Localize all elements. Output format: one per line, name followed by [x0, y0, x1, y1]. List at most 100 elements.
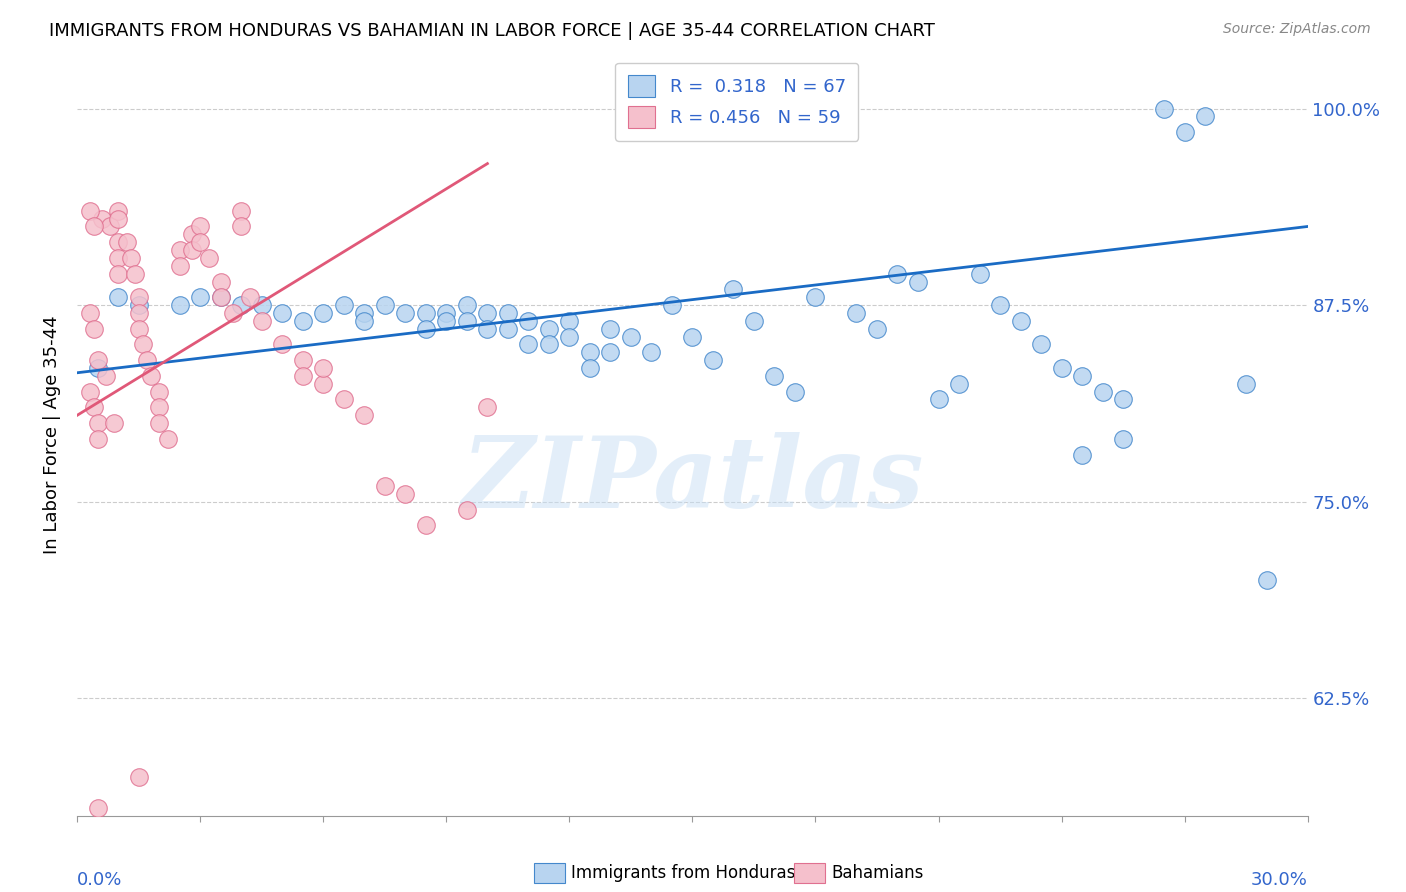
- Point: [517, 314, 540, 328]
- Point: [128, 298, 150, 312]
- Point: [620, 329, 643, 343]
- Point: [886, 267, 908, 281]
- Point: [374, 479, 396, 493]
- Point: [353, 408, 375, 422]
- Point: [537, 322, 560, 336]
- Point: [148, 401, 170, 415]
- Point: [181, 227, 204, 242]
- Point: [477, 322, 499, 336]
- Point: [188, 235, 212, 250]
- Point: [456, 298, 478, 312]
- Point: [188, 219, 212, 234]
- Point: [141, 368, 163, 383]
- Text: 0.0%: 0.0%: [77, 871, 122, 889]
- Point: [517, 337, 540, 351]
- Point: [1256, 574, 1278, 588]
- Point: [1050, 361, 1073, 376]
- Point: [83, 401, 105, 415]
- Point: [107, 251, 129, 265]
- Point: [271, 306, 294, 320]
- Point: [436, 306, 458, 320]
- Text: 30.0%: 30.0%: [1251, 871, 1308, 889]
- Point: [558, 329, 581, 343]
- Point: [169, 298, 191, 312]
- Point: [312, 361, 335, 376]
- Point: [866, 322, 889, 336]
- Point: [456, 314, 478, 328]
- Point: [94, 368, 117, 383]
- Point: [128, 322, 150, 336]
- Point: [98, 219, 121, 234]
- Point: [415, 322, 437, 336]
- Point: [763, 368, 786, 383]
- Point: [239, 290, 262, 304]
- Point: [599, 345, 621, 359]
- Point: [90, 211, 114, 226]
- Text: ZIPatlas: ZIPatlas: [461, 433, 924, 529]
- Point: [948, 376, 970, 391]
- Point: [115, 235, 138, 250]
- Point: [231, 203, 253, 218]
- Point: [291, 368, 314, 383]
- Point: [169, 243, 191, 257]
- Point: [87, 432, 110, 446]
- Point: [415, 306, 437, 320]
- Point: [928, 392, 950, 407]
- Point: [231, 219, 253, 234]
- Text: Source: ZipAtlas.com: Source: ZipAtlas.com: [1223, 22, 1371, 37]
- Point: [197, 251, 219, 265]
- Point: [1194, 110, 1216, 124]
- Text: Bahamians: Bahamians: [831, 864, 924, 882]
- Point: [1029, 337, 1052, 351]
- Point: [1010, 314, 1032, 328]
- Point: [250, 298, 273, 312]
- Point: [969, 267, 991, 281]
- Point: [394, 306, 416, 320]
- Point: [477, 306, 499, 320]
- Point: [128, 290, 150, 304]
- Point: [291, 353, 314, 368]
- Point: [558, 314, 581, 328]
- Point: [661, 298, 683, 312]
- Point: [83, 322, 105, 336]
- Point: [231, 298, 253, 312]
- Point: [783, 384, 806, 399]
- Point: [103, 416, 125, 430]
- Point: [87, 416, 110, 430]
- Point: [132, 337, 155, 351]
- Point: [599, 322, 621, 336]
- Point: [988, 298, 1011, 312]
- Point: [250, 314, 273, 328]
- Point: [702, 353, 724, 368]
- Point: [107, 290, 129, 304]
- Point: [312, 376, 335, 391]
- Point: [907, 275, 929, 289]
- Point: [107, 267, 129, 281]
- Text: IMMIGRANTS FROM HONDURAS VS BAHAMIAN IN LABOR FORCE | AGE 35-44 CORRELATION CHAR: IMMIGRANTS FROM HONDURAS VS BAHAMIAN IN …: [49, 22, 935, 40]
- Legend: R =  0.318   N = 67, R = 0.456   N = 59: R = 0.318 N = 67, R = 0.456 N = 59: [616, 62, 858, 141]
- Point: [353, 306, 375, 320]
- Point: [537, 337, 560, 351]
- Point: [181, 243, 204, 257]
- Point: [1112, 432, 1135, 446]
- Point: [1091, 384, 1114, 399]
- Point: [742, 314, 765, 328]
- Text: Immigrants from Honduras: Immigrants from Honduras: [571, 864, 796, 882]
- Point: [188, 290, 212, 304]
- Point: [1071, 368, 1094, 383]
- Point: [128, 306, 150, 320]
- Point: [579, 345, 602, 359]
- Point: [87, 361, 110, 376]
- Point: [1112, 392, 1135, 407]
- Point: [291, 314, 314, 328]
- Point: [804, 290, 827, 304]
- Point: [333, 392, 356, 407]
- Point: [148, 416, 170, 430]
- Point: [83, 219, 105, 234]
- Point: [79, 384, 101, 399]
- Point: [222, 306, 245, 320]
- Y-axis label: In Labor Force | Age 35-44: In Labor Force | Age 35-44: [44, 316, 62, 554]
- Point: [353, 314, 375, 328]
- Point: [107, 211, 129, 226]
- Point: [682, 329, 704, 343]
